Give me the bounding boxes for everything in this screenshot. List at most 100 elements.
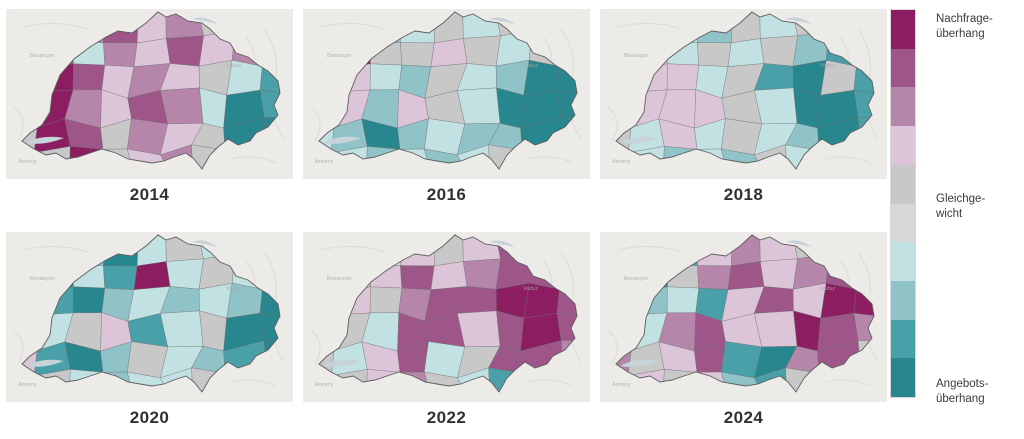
map-panel-1: Besançon Annecy Vaduz 2014: [6, 9, 293, 205]
basemap-place-label: Vaduz: [226, 286, 241, 292]
map-region: [166, 258, 204, 290]
terrain-line: [23, 245, 89, 253]
legend-segment-7: [891, 280, 915, 320]
year-label: 2024: [723, 408, 764, 427]
year-label: 2020: [129, 408, 170, 427]
country-outline: [615, 234, 875, 393]
map-region: [697, 42, 732, 67]
terrain-line: [13, 329, 24, 365]
terrain-line: [320, 245, 386, 253]
map-region: [697, 265, 732, 290]
map-region: [400, 265, 435, 290]
map-panel-4: Besançon Annecy Vaduz 2020: [6, 232, 293, 428]
map-region: [133, 38, 171, 67]
lake: [786, 17, 812, 24]
map-region: [456, 310, 501, 348]
legend-segment-2: [891, 87, 915, 127]
lake: [323, 136, 361, 144]
map-region: [463, 258, 501, 290]
map-region: [760, 35, 798, 67]
lake: [323, 359, 361, 367]
basemap-place-label: Besançon: [327, 276, 351, 282]
terrain-line: [607, 106, 618, 142]
terrain-line: [23, 22, 89, 30]
lake: [192, 17, 218, 24]
basemap-place-label: Vaduz: [523, 286, 538, 292]
map-region: [727, 261, 765, 290]
basemap-place-label: Vaduz: [523, 63, 538, 69]
terrain-line: [310, 329, 321, 365]
country-outline: [318, 234, 578, 393]
legend-segment-9: [891, 358, 915, 398]
map-panel-2: Besançon Annecy Vaduz 2016: [303, 9, 590, 205]
year-label: 2018: [723, 185, 764, 204]
basemap-place-label: Annecy: [315, 159, 334, 165]
switzerland-choropleth-2022: Besançon Annecy Vaduz: [303, 232, 590, 402]
legend-segment-0: [891, 10, 915, 49]
basemap-place-label: Vaduz: [820, 63, 835, 69]
legend-colorbar: [891, 10, 915, 398]
year-label: 2016: [426, 185, 467, 204]
basemap-place-label: Besançon: [624, 276, 648, 282]
basemap-place-label: Vaduz: [820, 286, 835, 292]
legend-segment-1: [891, 48, 915, 88]
map-region: [430, 261, 468, 290]
map-region: [456, 87, 501, 125]
map-region: [72, 286, 106, 314]
map-region: [760, 258, 798, 290]
map-region: [496, 87, 524, 129]
map-panel-5: Besançon Annecy Vaduz 2022: [303, 232, 590, 428]
basemap-place-label: Annecy: [612, 382, 631, 388]
basemap-place-label: Annecy: [18, 159, 37, 165]
legend-label-equilibrium: Gleichge- wicht: [936, 193, 986, 220]
switzerland-map-2018: Besançon Annecy Vaduz: [600, 9, 887, 179]
map-region: [103, 42, 138, 67]
terrain-line: [825, 379, 871, 387]
basemap-place-label: Annecy: [315, 382, 334, 388]
map-region: [72, 63, 106, 91]
basemap-place-label: Besançon: [327, 53, 351, 59]
map-region: [666, 286, 700, 314]
map-region: [159, 310, 204, 348]
legend-segment-4: [891, 164, 915, 204]
map-region: [369, 63, 403, 91]
switzerland-choropleth-2014: Besançon Annecy Vaduz: [6, 9, 293, 179]
terrain-line: [231, 156, 277, 164]
map-region: [753, 87, 798, 125]
switzerland-choropleth-2024: Besançon Annecy Vaduz: [600, 232, 887, 402]
country-outline: [615, 11, 875, 170]
basemap-place-label: Annecy: [18, 382, 37, 388]
year-label: 2014: [129, 185, 170, 204]
map-panel-3: Besançon Annecy Vaduz 2018: [600, 9, 887, 205]
map-region: [199, 87, 227, 129]
lake: [489, 17, 515, 24]
legend-segment-6: [891, 242, 915, 281]
basemap-place-label: Besançon: [624, 53, 648, 59]
lake: [192, 240, 218, 247]
terrain-line: [617, 22, 683, 30]
map-region: [793, 310, 821, 352]
map-region: [463, 35, 501, 67]
terrain-line: [607, 329, 618, 365]
basemap-place-label: Vaduz: [226, 63, 241, 69]
country-outline: [318, 11, 578, 170]
map-region: [133, 261, 171, 290]
map-panel-6: Besançon Annecy Vaduz 2024: [600, 232, 887, 428]
map-region: [793, 87, 821, 129]
map-region: [199, 310, 227, 352]
basemap-place-label: Besançon: [30, 53, 54, 59]
switzerland-map-2022: Besançon Annecy Vaduz: [303, 232, 590, 402]
map-region: [727, 38, 765, 67]
legend-segment-5: [891, 203, 915, 243]
terrain-line: [528, 379, 574, 387]
switzerland-map-2016: Besançon Annecy Vaduz: [303, 9, 590, 179]
basemap-place-label: Besançon: [30, 276, 54, 282]
terrain-line: [320, 22, 386, 30]
switzerland-map-2020: Besançon Annecy Vaduz: [6, 232, 293, 402]
lake: [26, 136, 64, 144]
country-outline: [21, 234, 281, 393]
lake: [620, 136, 658, 144]
legend-segment-8: [891, 319, 915, 359]
lake: [489, 240, 515, 247]
